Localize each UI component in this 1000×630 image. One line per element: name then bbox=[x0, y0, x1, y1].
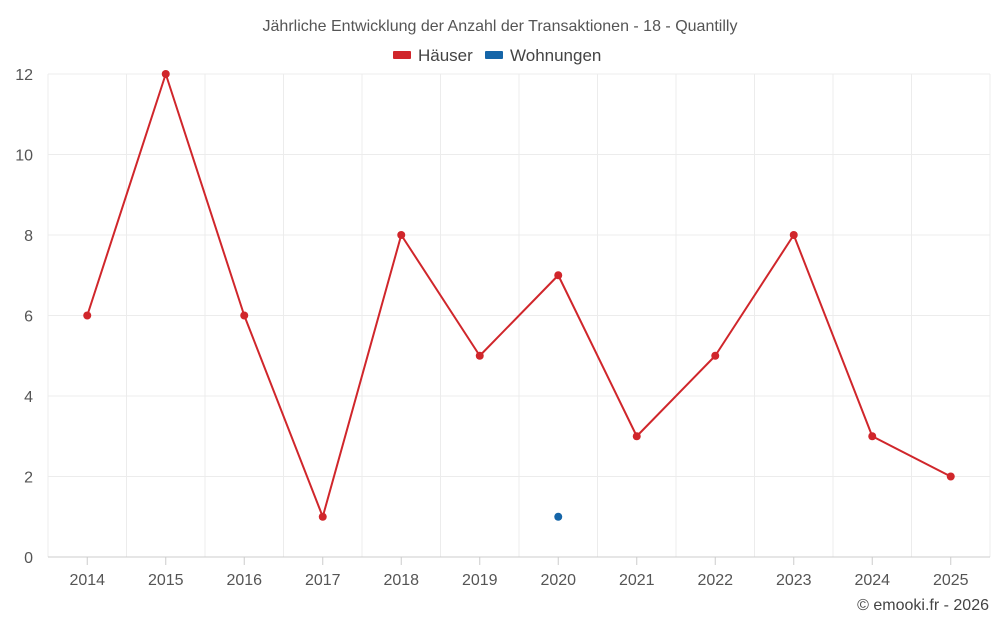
x-tick-label: 2018 bbox=[383, 572, 419, 589]
data-point-haeuser[interactable] bbox=[789, 231, 798, 239]
chart-title: Jährliche Entwicklung der Anzahl der Tra… bbox=[263, 18, 738, 35]
series-wohnungen bbox=[554, 512, 563, 521]
legend-item-haeuser[interactable]: Häuser bbox=[393, 46, 473, 65]
series-haeuser bbox=[83, 70, 955, 521]
legend-label-haeuser: Häuser bbox=[418, 46, 473, 65]
legend: Häuser Wohnungen bbox=[393, 46, 601, 65]
x-tick-label: 2025 bbox=[933, 572, 969, 589]
data-point-haeuser[interactable] bbox=[711, 351, 720, 360]
y-tick-label: 8 bbox=[24, 228, 33, 245]
x-tick-label: 2021 bbox=[619, 572, 655, 589]
x-tick-label: 2023 bbox=[776, 572, 812, 589]
data-point-haeuser[interactable] bbox=[868, 432, 877, 441]
data-point-haeuser[interactable] bbox=[161, 70, 170, 78]
x-tick-label: 2024 bbox=[854, 572, 890, 589]
x-tick-label: 2020 bbox=[540, 572, 576, 589]
series-line-haeuser bbox=[86, 73, 952, 518]
x-tick-label: 2017 bbox=[305, 572, 341, 589]
data-point-haeuser[interactable] bbox=[632, 432, 641, 441]
x-tick-label: 2022 bbox=[697, 572, 733, 589]
legend-item-wohnungen[interactable]: Wohnungen bbox=[485, 46, 601, 65]
data-point-haeuser[interactable] bbox=[554, 271, 563, 280]
y-tick-label: 0 bbox=[24, 550, 33, 567]
legend-swatch-haeuser bbox=[393, 51, 411, 59]
x-tick-label: 2019 bbox=[462, 572, 498, 589]
legend-label-wohnungen: Wohnungen bbox=[510, 46, 601, 65]
data-point-wohnungen[interactable] bbox=[554, 512, 563, 521]
data-point-haeuser[interactable] bbox=[83, 311, 92, 320]
y-tick-label: 6 bbox=[24, 309, 33, 326]
x-tick-label: 2015 bbox=[148, 572, 184, 589]
data-point-haeuser[interactable] bbox=[397, 231, 406, 239]
credit-text: © emooki.fr - 2026 bbox=[857, 597, 989, 614]
data-point-haeuser[interactable] bbox=[240, 311, 249, 320]
series bbox=[83, 70, 955, 521]
x-tick-label: 2016 bbox=[226, 572, 262, 589]
y-tick-label: 10 bbox=[15, 148, 33, 165]
y-tick-label: 12 bbox=[15, 67, 33, 84]
y-tick-label: 2 bbox=[24, 470, 33, 487]
data-point-haeuser[interactable] bbox=[475, 351, 484, 360]
data-point-haeuser[interactable] bbox=[946, 472, 955, 481]
legend-swatch-wohnungen bbox=[485, 51, 503, 59]
x-tick-label: 2014 bbox=[69, 572, 105, 589]
y-tick-label: 4 bbox=[24, 389, 33, 406]
data-point-haeuser[interactable] bbox=[318, 512, 327, 521]
axes: 0 2 4 6 8 10 12 2014 2015 2016 2017 2018 2019 2020 202… bbox=[15, 67, 968, 589]
